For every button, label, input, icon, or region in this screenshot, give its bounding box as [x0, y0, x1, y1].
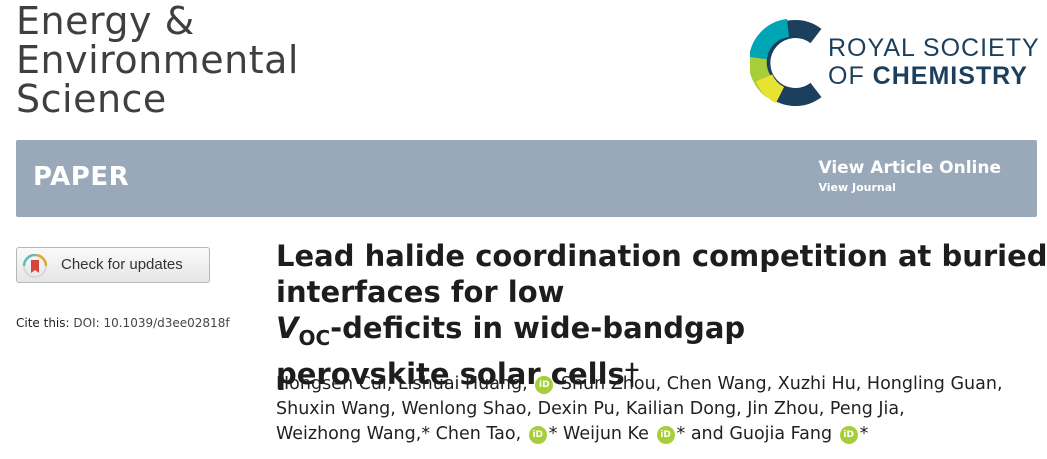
orcid-icon[interactable]: iD [528, 426, 547, 444]
rsc-line2: OF CHEMISTRY [828, 62, 1040, 90]
rsc-of: OF [828, 62, 865, 90]
article-title-line1: Lead halide coordination competition at … [276, 239, 1047, 273]
cite-doi[interactable]: DOI: 10.1039/d3ee02818f [73, 316, 230, 330]
article-type-label: PAPER [33, 162, 130, 192]
voc-v: V [276, 311, 299, 345]
article-title: Lead halide coordination competition at … [276, 238, 1047, 392]
journal-title: Energy & Environmental Science [16, 2, 299, 119]
cite-prefix: Cite this: [16, 316, 70, 330]
journal-title-line1: Energy & [16, 0, 195, 43]
orcid-icon[interactable]: iD [839, 426, 858, 444]
article-title-line2-pre: interfaces for low [276, 275, 565, 309]
view-journal-link[interactable]: View Journal [818, 181, 896, 194]
rsc-logo-icon [750, 19, 822, 106]
check-for-updates-button[interactable]: Check for updates [16, 247, 210, 283]
article-type-banner: PAPER View Article Online View Journal [16, 140, 1037, 217]
author-list: Hongsen Cui, Lishuai Huang, iD Shun Zhou… [276, 372, 1046, 447]
article-title-line3: perovskite solar cells [276, 356, 625, 391]
authors-line3-a[interactable]: Weizhong Wang,* Chen Tao, [276, 424, 522, 444]
orcid-icon[interactable]: iD [656, 426, 675, 444]
rsc-logo[interactable]: ROYAL SOCIETY OF CHEMISTRY [750, 18, 1040, 108]
authors-line1-b[interactable]: Shun Zhou, Chen Wang, Xuzhi Hu, Hongling… [560, 374, 1003, 394]
orcid-icon[interactable]: iD [535, 376, 554, 394]
author-line2: Shuxin Wang, Wenlong Shao, Dexin Pu, Kai… [276, 397, 1046, 422]
rsc-line1: ROYAL SOCIETY [828, 34, 1040, 62]
author-line1: Hongsen Cui, Lishuai Huang, iD Shun Zhou… [276, 372, 1046, 397]
authors-line3-d: * [859, 424, 869, 444]
authors-line3-b[interactable]: * Weijun Ke [548, 424, 649, 444]
check-for-updates-label: Check for updates [61, 256, 183, 273]
voc-symbol: VOC [276, 311, 330, 350]
journal-title-line2: Environmental [16, 38, 299, 82]
banner-links: View Article Online View Journal [818, 158, 1001, 194]
voc-subscript: OC [298, 325, 331, 350]
view-article-online-link[interactable]: View Article Online [818, 158, 1001, 178]
authors-line1-a[interactable]: Hongsen Cui, Lishuai Huang, [276, 374, 528, 394]
cite-this: Cite this: DOI: 10.1039/d3ee02818f [16, 316, 230, 330]
journal-title-line3: Science [16, 77, 167, 121]
authors-line2[interactable]: Shuxin Wang, Wenlong Shao, Dexin Pu, Kai… [276, 399, 905, 419]
dagger-footnote-link[interactable]: † [624, 356, 640, 391]
rsc-wordmark: ROYAL SOCIETY OF CHEMISTRY [828, 34, 1040, 90]
rsc-chemistry: CHEMISTRY [872, 62, 1028, 90]
check-for-updates-icon [23, 254, 47, 278]
author-line3: Weizhong Wang,* Chen Tao, iD * Weijun Ke … [276, 422, 1046, 447]
article-title-line2-post: -deficits in wide-bandgap [330, 311, 746, 345]
authors-line3-c[interactable]: * and Guojia Fang [676, 424, 833, 444]
